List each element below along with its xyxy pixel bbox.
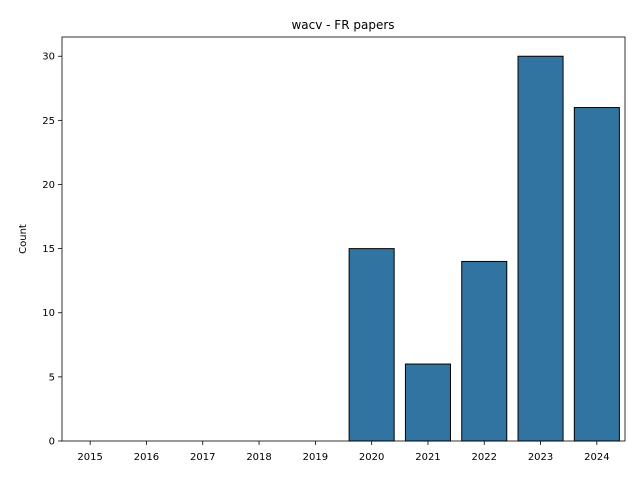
x-tick-label: 2017 — [190, 452, 215, 463]
y-tick-label: 30 — [42, 52, 55, 63]
y-tick-label: 15 — [42, 244, 55, 255]
chart-title: wacv - FR papers — [291, 18, 394, 32]
x-axis: 2015 2016 2017 2018 2019 2020 2021 2022 2023 2024 — [77, 441, 610, 463]
y-axis: 0 5 10 15 20 25 30 — [42, 52, 62, 448]
y-tick-label: 20 — [42, 180, 55, 191]
bar-2024 — [573, 107, 620, 442]
x-tick-label: 2020 — [359, 452, 384, 463]
bar-2022 — [461, 260, 508, 442]
y-axis-label: Count — [18, 224, 29, 254]
plot-area-border — [61, 36, 626, 442]
y-tick-label: 25 — [42, 116, 55, 127]
y-tick-label: 0 — [49, 437, 55, 448]
bar-2023 — [517, 55, 564, 442]
x-tick-label: 2022 — [472, 452, 497, 463]
axes-frame — [61, 36, 626, 442]
bar-2021 — [404, 363, 451, 442]
y-tick-label: 5 — [49, 372, 55, 383]
y-tick-label: 10 — [42, 308, 55, 319]
x-tick-label: 2016 — [134, 452, 159, 463]
x-tick-label: 2021 — [415, 452, 440, 463]
x-tick-label: 2024 — [584, 452, 609, 463]
x-tick-label: 2023 — [528, 452, 553, 463]
x-tick-label: 2018 — [246, 452, 271, 463]
x-tick-label: 2019 — [303, 452, 328, 463]
bar-2020 — [348, 248, 395, 442]
bars-group — [348, 55, 620, 442]
x-tick-label: 2015 — [77, 452, 102, 463]
